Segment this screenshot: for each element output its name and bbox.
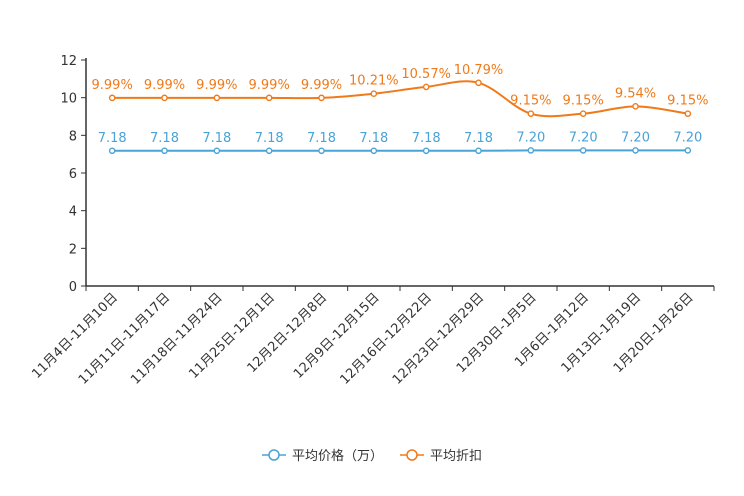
x-tick-label: 11月11日-11月17日 bbox=[76, 290, 173, 387]
data-label: 7.18 bbox=[359, 131, 388, 146]
y-axis-ticks: 0 2 4 6 8 10 12 bbox=[60, 54, 86, 295]
data-point bbox=[579, 147, 587, 154]
data-point bbox=[213, 147, 221, 155]
data-point bbox=[632, 103, 639, 110]
data-point bbox=[265, 147, 273, 155]
data-label: 10.21% bbox=[349, 74, 399, 89]
legend-marker bbox=[406, 449, 418, 461]
x-axis-ticks: 11月4日-11月10日11月11日-11月17日11月18日-11月24日11… bbox=[29, 286, 715, 388]
series-avg-price: 7.18 7.18 7.18 7.18 7.18 7.18 7.18 7.18 7.20 7.20… bbox=[98, 130, 702, 155]
data-label: 9.15% bbox=[667, 94, 708, 109]
x-tick-label: 11月4日-11月10日 bbox=[29, 290, 121, 382]
data-point bbox=[161, 94, 168, 102]
y-tick-label: 4 bbox=[69, 205, 77, 220]
x-tick-label: 12月16日-12月22日 bbox=[338, 290, 435, 387]
y-tick-label: 10 bbox=[60, 92, 77, 107]
chart-series: 7.18 7.18 7.18 7.18 7.18 7.18 7.18 7.18 7.20 7.20… bbox=[92, 63, 708, 155]
data-label: 7.18 bbox=[150, 131, 179, 146]
data-point bbox=[684, 147, 692, 154]
data-label: 9.99% bbox=[144, 78, 185, 93]
data-label: 9.99% bbox=[92, 78, 133, 93]
data-label: 9.54% bbox=[615, 86, 656, 101]
x-tick-label: 11月18日-11月24日 bbox=[128, 290, 225, 387]
data-point bbox=[475, 79, 482, 87]
series-line bbox=[112, 80, 688, 118]
data-label: 7.20 bbox=[516, 130, 545, 145]
data-point bbox=[370, 147, 378, 155]
data-point bbox=[475, 147, 482, 155]
y-tick-label: 12 bbox=[60, 54, 77, 69]
y-tick-label: 6 bbox=[69, 167, 77, 182]
data-point bbox=[579, 110, 587, 117]
chart-legend: 平均价格（万） 平均折扣 bbox=[262, 448, 482, 464]
data-label: 9.99% bbox=[249, 78, 290, 93]
data-point bbox=[108, 94, 116, 102]
data-point bbox=[527, 110, 535, 117]
data-label: 7.18 bbox=[464, 131, 493, 146]
y-tick-label: 0 bbox=[69, 280, 77, 295]
data-point bbox=[265, 94, 273, 102]
data-label: 10.79% bbox=[454, 63, 504, 78]
legend-marker bbox=[268, 449, 280, 461]
data-label: 7.18 bbox=[98, 131, 127, 146]
data-label: 9.15% bbox=[510, 94, 551, 109]
data-point bbox=[527, 147, 535, 154]
data-label: 7.20 bbox=[621, 130, 650, 145]
data-label: 7.18 bbox=[307, 131, 336, 146]
data-point bbox=[108, 147, 116, 155]
legend-label: 平均价格（万） bbox=[292, 448, 383, 464]
data-point bbox=[161, 147, 168, 155]
x-tick-label: 12月23日-12月29日 bbox=[390, 290, 487, 387]
data-point bbox=[632, 147, 639, 154]
data-label: 9.99% bbox=[301, 78, 342, 93]
data-point bbox=[213, 94, 221, 102]
data-label: 7.20 bbox=[673, 130, 702, 145]
data-point bbox=[422, 147, 430, 155]
data-point bbox=[422, 83, 430, 91]
series-avg-discount: 9.99% 9.99% 9.99% 9.99% 9.99% 10.21% 10.57% 10.… bbox=[92, 63, 708, 118]
data-point bbox=[684, 110, 692, 117]
data-label: 9.15% bbox=[563, 94, 604, 109]
data-point bbox=[318, 94, 325, 102]
data-label: 10.57% bbox=[401, 67, 451, 82]
data-label: 7.18 bbox=[202, 131, 231, 146]
data-label: 9.99% bbox=[196, 78, 237, 93]
data-label: 7.18 bbox=[255, 131, 284, 146]
y-tick-label: 2 bbox=[69, 242, 77, 257]
data-label: 7.18 bbox=[412, 131, 441, 146]
legend-label: 平均折扣 bbox=[430, 449, 482, 464]
data-label: 7.20 bbox=[569, 130, 598, 145]
legend-item: 平均折扣 bbox=[400, 449, 482, 464]
y-tick-label: 8 bbox=[69, 129, 77, 144]
data-point bbox=[370, 90, 378, 98]
legend-item: 平均价格（万） bbox=[262, 448, 383, 464]
data-point bbox=[318, 147, 325, 155]
